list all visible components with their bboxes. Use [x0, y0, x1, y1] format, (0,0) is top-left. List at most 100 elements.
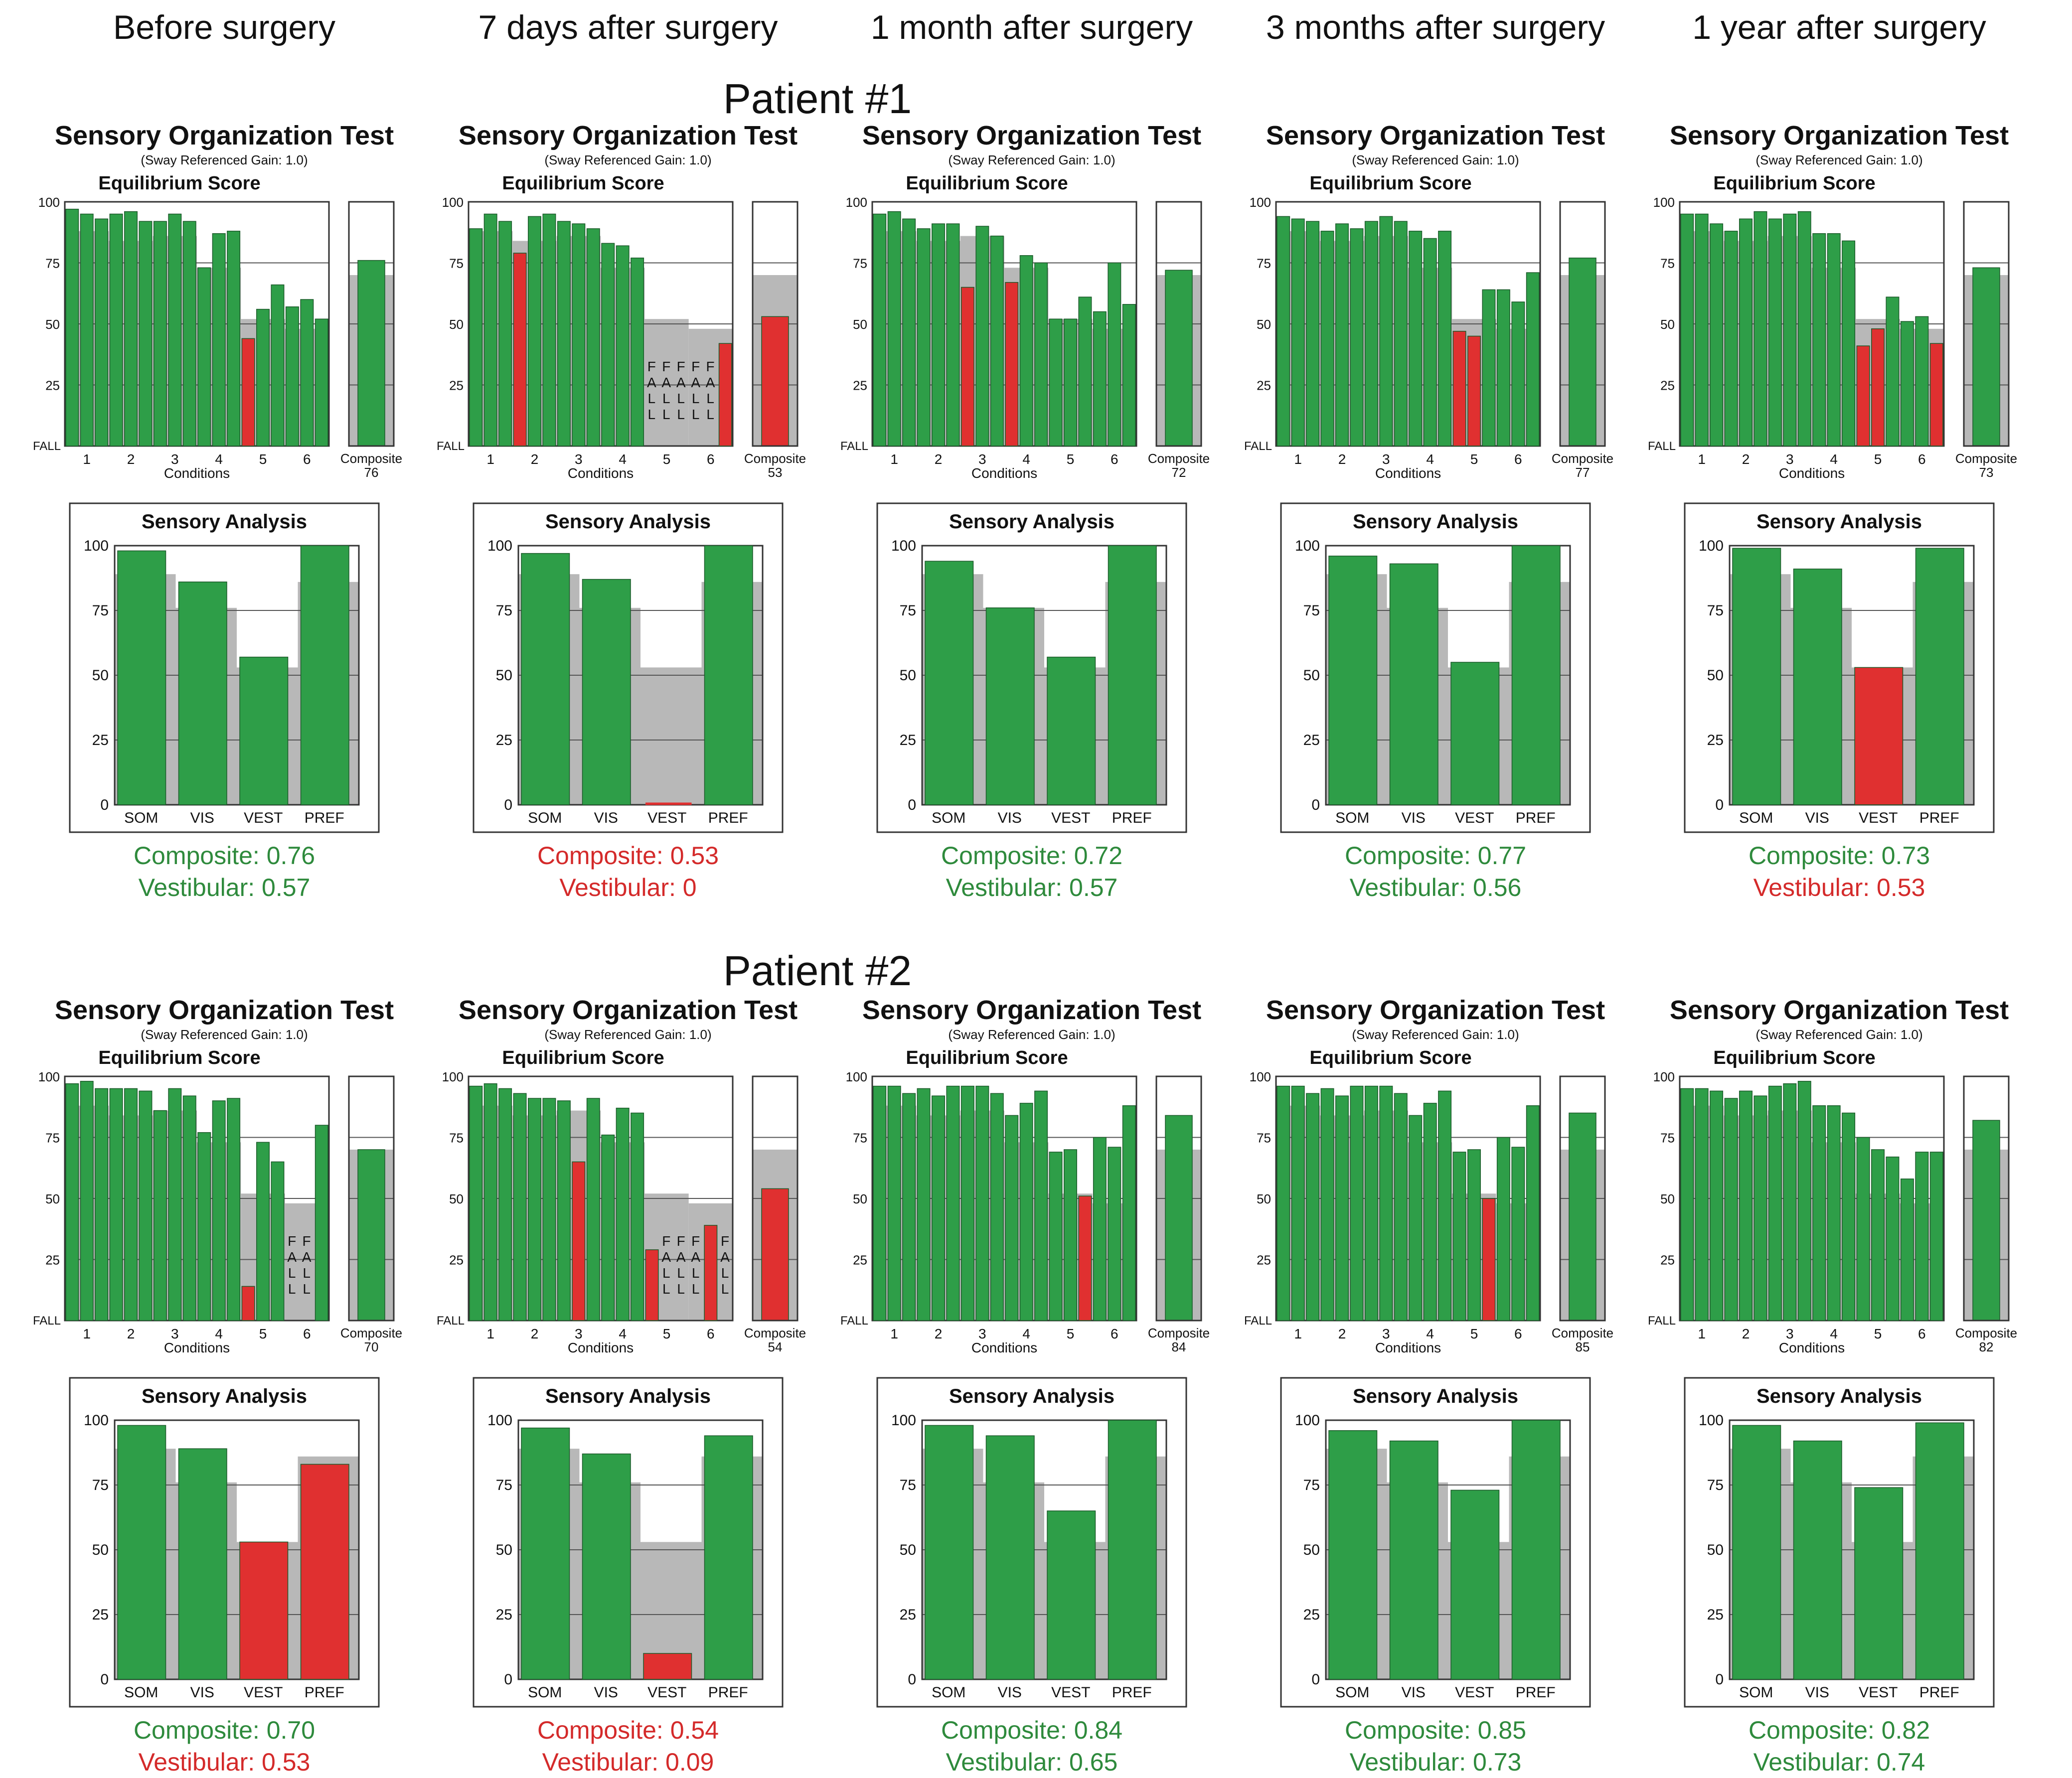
column-header-3: 1 month after surgery	[870, 8, 1193, 46]
trial-bar-c1-t2	[1291, 1085, 1305, 1321]
trial-bar-c3-t1	[557, 221, 571, 446]
trial-bar-c3-t3	[1394, 221, 1408, 446]
fall-letter: F	[647, 359, 656, 374]
vestibular-summary: Vestibular: 0.74	[1645, 1746, 2034, 1778]
fall-label: FALL	[1648, 440, 1676, 453]
composite-summary-label: Composite:	[941, 842, 1074, 870]
vestibular-summary: Vestibular: 0.09	[434, 1746, 822, 1778]
trial-bar-c1-t3	[1710, 1090, 1724, 1321]
trial-bar-c6-t1	[1496, 1137, 1510, 1321]
fall-label: FALL	[33, 440, 61, 453]
sensory-bar-vest	[1047, 656, 1096, 805]
condition-tick: 2	[1742, 1326, 1750, 1341]
y-tick-label: 100	[38, 195, 60, 210]
trial-bar-c4-t2	[1827, 233, 1841, 446]
condition-tick: 2	[127, 451, 135, 467]
sensory-bar-som	[521, 1427, 570, 1680]
sensory-plot-frame	[517, 1419, 764, 1680]
sa-y-tick-label: 50	[92, 667, 109, 684]
trial-bar-c2-t2	[932, 1095, 945, 1321]
trial-bar-c6-t1	[1900, 1179, 1914, 1321]
sensory-analysis-title: Sensory Analysis	[142, 1385, 307, 1407]
sensory-bar-pref	[704, 545, 753, 805]
trial-bar-c1-t1	[469, 228, 483, 446]
sa-y-tick-label: 25	[496, 732, 512, 748]
sa-category-label: VIS	[190, 810, 214, 826]
summary-scores: Composite: 0.70 Vestibular: 0.53	[30, 1714, 419, 1778]
vestibular-summary: Vestibular: 0.53	[1645, 872, 2034, 903]
y-tick-label: 25	[1257, 378, 1271, 393]
composite-frame	[348, 201, 395, 447]
equilibrium-title: Equilibrium Score	[1309, 1047, 1471, 1068]
condition-tick: 4	[619, 1326, 627, 1341]
sensory-bar-som	[1328, 1430, 1378, 1680]
fall-label: FALL	[840, 440, 868, 453]
column-header-5: 1 year after surgery	[1692, 8, 1986, 46]
trial-bar-c2-t2	[1335, 223, 1349, 446]
vestibular-summary-value: 0.65	[1069, 1748, 1118, 1776]
trial-bar-c1-t2	[483, 1083, 497, 1321]
sensory-bar-pref	[704, 1435, 753, 1680]
condition-tick: 6	[1111, 1326, 1118, 1341]
conditions-axis-label: Conditions	[971, 465, 1037, 481]
y-tick-label: 25	[853, 378, 867, 393]
equilibrium-title: Equilibrium Score	[502, 1047, 664, 1068]
vestibular-summary-label: Vestibular:	[946, 874, 1070, 901]
sot-title: Sensory Organization Test	[459, 121, 797, 150]
composite-summary: Composite: 0.70	[30, 1714, 419, 1746]
trial-bar-c4-t3	[1438, 231, 1452, 446]
vestibular-summary-value: 0.56	[1473, 874, 1522, 901]
sensory-bar-pref	[1915, 548, 1964, 805]
trial-bar-c1-t1	[65, 208, 79, 446]
y-tick-label: 25	[45, 1253, 60, 1268]
fall-letter: F	[706, 359, 715, 374]
condition-tick: 4	[1426, 1326, 1434, 1341]
trial-bar-c6-t3	[1122, 304, 1136, 446]
sensory-bar-vest	[1854, 667, 1904, 805]
sot-subtitle: (Sway Referenced Gain: 1.0)	[141, 1027, 308, 1042]
sa-y-tick-label: 0	[908, 1671, 916, 1688]
y-tick-label: 75	[853, 256, 867, 271]
composite-value: 53	[768, 465, 783, 480]
sa-y-tick-label: 25	[92, 1607, 109, 1623]
vestibular-summary-value: 0.57	[262, 874, 311, 901]
condition-tick: 3	[575, 1326, 583, 1341]
trial-bar-c6-t1	[1093, 311, 1107, 446]
composite-label: Composite	[1955, 1326, 2017, 1340]
y-tick-label: 100	[846, 1069, 867, 1084]
trial-bar-c4-t3	[227, 1098, 241, 1321]
trial-bar-c4-t3	[1842, 1112, 1856, 1321]
sensory-bar-pref	[1915, 1422, 1964, 1680]
sa-y-tick-label: 100	[84, 1412, 109, 1429]
sot-panel-p2-t4: Sensory Organization Test (Sway Reference…	[1241, 994, 1630, 1712]
sa-y-tick-label: 25	[1303, 732, 1320, 748]
composite-frame	[1963, 201, 2010, 447]
sensory-bar-som	[925, 1425, 974, 1680]
sa-category-label: VIS	[190, 1684, 214, 1701]
sot-panel-p1-t5: Sensory Organization Test (Sway Reference…	[1645, 120, 2034, 837]
trial-bar-c4-t2	[616, 245, 630, 446]
equilibrium-title: Equilibrium Score	[1713, 1047, 1875, 1068]
sa-y-tick-label: 0	[1715, 797, 1724, 813]
fall-letter: L	[662, 1281, 670, 1297]
composite-summary-value: 0.73	[1881, 842, 1930, 870]
condition-tick: 3	[575, 451, 583, 467]
sa-category-label: SOM	[124, 810, 158, 826]
y-tick-label: 100	[846, 195, 867, 210]
sa-category-label: PREF	[1919, 1684, 1959, 1701]
sa-y-tick-label: 0	[1311, 797, 1320, 813]
sa-category-label: VEST	[1859, 1684, 1898, 1701]
sot-subtitle: (Sway Referenced Gain: 1.0)	[1352, 1027, 1519, 1042]
trial-bar-c1-t2	[80, 213, 94, 446]
sensory-analysis-title: Sensory Analysis	[1756, 1385, 1922, 1407]
trial-bar-c4-t2	[212, 233, 226, 446]
condition-tick: 4	[215, 451, 223, 467]
composite-summary: Composite: 0.84	[837, 1714, 1226, 1746]
composite-value: 85	[1576, 1339, 1590, 1354]
sa-category-label: PREF	[708, 810, 748, 826]
y-tick-label: 50	[1660, 1191, 1675, 1206]
composite-bar	[761, 316, 789, 446]
sensory-bar-vis	[985, 607, 1035, 805]
sot-report-graphic: Sensory Organization Test (Sway Reference…	[840, 995, 1210, 1708]
condition-tick: 2	[935, 1326, 943, 1341]
